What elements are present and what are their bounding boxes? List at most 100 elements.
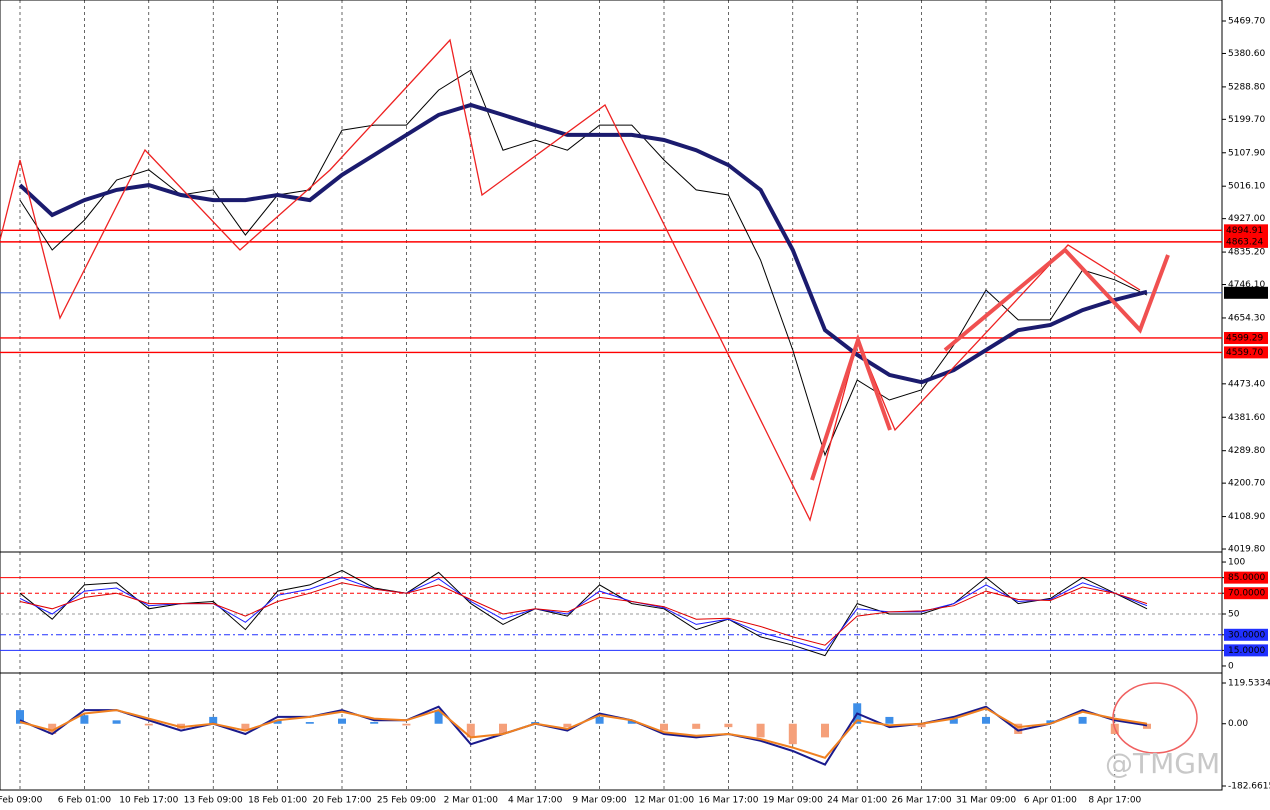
histogram-bar xyxy=(402,723,411,726)
x-tick-label: 12 Mar 01:00 xyxy=(634,796,694,806)
x-tick-label: 10 Feb 17:00 xyxy=(119,796,178,806)
y-tick-label: 50 xyxy=(1228,610,1240,620)
histogram-bar xyxy=(434,710,443,724)
x-tick-label: Feb 09:00 xyxy=(0,796,43,806)
y-tick-label: 4746.10 xyxy=(1228,280,1265,290)
y-tick-label: 5380.60 xyxy=(1228,49,1265,59)
histogram-bar xyxy=(982,716,990,724)
y-tick-label: 4019.80 xyxy=(1228,545,1265,555)
y-tick-label: 5469.70 xyxy=(1228,17,1265,27)
x-tick-label: 8 Apr 17:00 xyxy=(1088,796,1141,806)
watermark: @TMGM xyxy=(1105,747,1220,780)
series-line xyxy=(19,582,1148,646)
histogram-bar xyxy=(1014,723,1023,734)
x-tick-label: 16 Mar 17:00 xyxy=(698,796,758,806)
y-tick-label: 0.00 xyxy=(1228,719,1248,729)
y-tick-label: -182.6615 xyxy=(1228,781,1270,791)
histogram-bar xyxy=(1143,723,1151,729)
y-tick-label: 119.5334 xyxy=(1228,678,1270,688)
histogram-bar xyxy=(563,723,572,728)
histogram-bar xyxy=(724,723,733,728)
histogram-bar xyxy=(48,723,57,734)
histogram-bar xyxy=(338,718,346,724)
histogram-bar xyxy=(466,723,475,738)
plot-frame xyxy=(0,0,1223,791)
x-tick-label: 19 Mar 09:00 xyxy=(763,796,823,806)
zigzag xyxy=(0,38,1141,522)
level-label: 4599.29 xyxy=(1226,333,1263,343)
forecast-arrows xyxy=(810,247,1170,481)
level-box xyxy=(1224,571,1268,584)
y-tick-label: 4200.70 xyxy=(1228,479,1265,489)
series-line xyxy=(18,102,1148,385)
y-tick-label: 4381.60 xyxy=(1228,413,1265,423)
y-tick-label: 4108.90 xyxy=(1228,512,1265,522)
y-tick-label: 70.0000 xyxy=(1228,589,1265,599)
histogram-bar xyxy=(692,723,701,729)
y-tick-label: 100 xyxy=(1228,558,1245,568)
x-tick-label: 18 Feb 01:00 xyxy=(248,796,307,806)
level-box xyxy=(1224,224,1268,237)
zigzag-line xyxy=(0,38,1141,522)
y-tick-label: 4927.00 xyxy=(1228,214,1265,224)
y-tick-label: 0 xyxy=(1228,661,1234,671)
level-label: 4894.91 xyxy=(1226,226,1263,236)
y-tick-label: 15.0000 xyxy=(1228,646,1265,656)
level-box xyxy=(1224,235,1268,248)
x-tick-label: 4 Mar 17:00 xyxy=(508,796,563,806)
histogram-bar xyxy=(1046,720,1055,724)
y-tick-label: 5107.90 xyxy=(1228,148,1265,158)
x-tick-label: 6 Feb 01:00 xyxy=(58,796,112,806)
level-box xyxy=(1224,587,1268,600)
histogram-bar xyxy=(112,720,121,724)
level-box xyxy=(1224,346,1268,359)
level-label: 4723.40 xyxy=(1226,288,1263,298)
histogram-bar xyxy=(756,723,765,738)
histogram-bar xyxy=(917,723,926,728)
x-tick-label: 25 Feb 09:00 xyxy=(377,796,436,806)
level-box xyxy=(1224,628,1268,641)
level-label: 4559.70 xyxy=(1226,348,1263,358)
histogram-bar xyxy=(788,723,797,745)
histogram-bar xyxy=(305,722,314,724)
y-tick-label: 30.0000 xyxy=(1228,630,1265,640)
histogram-bar xyxy=(16,710,24,724)
histogram-bar xyxy=(627,720,636,724)
y-tick-label: 5199.70 xyxy=(1228,115,1265,125)
histogram-bar xyxy=(273,720,282,724)
x-tick-label: 26 Mar 17:00 xyxy=(892,796,952,806)
histogram-bar xyxy=(949,718,958,724)
y-tick-label: 4835.20 xyxy=(1228,248,1265,258)
level-box xyxy=(1224,331,1268,344)
arrow xyxy=(810,333,892,481)
histogram-bar xyxy=(209,716,218,724)
histogram-bar xyxy=(660,723,668,731)
y-tick-label: 4473.40 xyxy=(1228,379,1265,389)
x-tick-label: 9 Mar 09:00 xyxy=(572,796,627,806)
histogram-bar xyxy=(80,715,89,724)
y-tick-label: 85.0000 xyxy=(1228,573,1265,583)
arrow xyxy=(943,247,1170,352)
histogram-bar xyxy=(144,723,153,726)
level-box xyxy=(1224,286,1268,299)
series-line xyxy=(19,707,1148,759)
x-tick-label: 6 Apr 01:00 xyxy=(1024,796,1077,806)
histogram-bar xyxy=(595,716,604,724)
highlight-circle xyxy=(1112,682,1198,754)
series-line xyxy=(19,569,1148,657)
histogram-bar xyxy=(821,723,829,738)
y-tick-label: 5288.80 xyxy=(1228,82,1265,92)
level-label: 4863.24 xyxy=(1226,237,1263,247)
histogram-bar xyxy=(1078,716,1087,724)
x-tick-label: 31 Mar 09:00 xyxy=(956,796,1016,806)
x-tick-label: 20 Feb 17:00 xyxy=(312,796,371,806)
y-tick-label: 4289.80 xyxy=(1228,446,1265,456)
y-tick-label: 4654.30 xyxy=(1228,313,1265,323)
level-box xyxy=(1224,644,1268,657)
histogram-bar xyxy=(370,722,379,724)
histogram-bar xyxy=(241,723,250,731)
histogram-bar xyxy=(885,716,894,724)
x-tick-label: 2 Mar 01:00 xyxy=(444,796,499,806)
